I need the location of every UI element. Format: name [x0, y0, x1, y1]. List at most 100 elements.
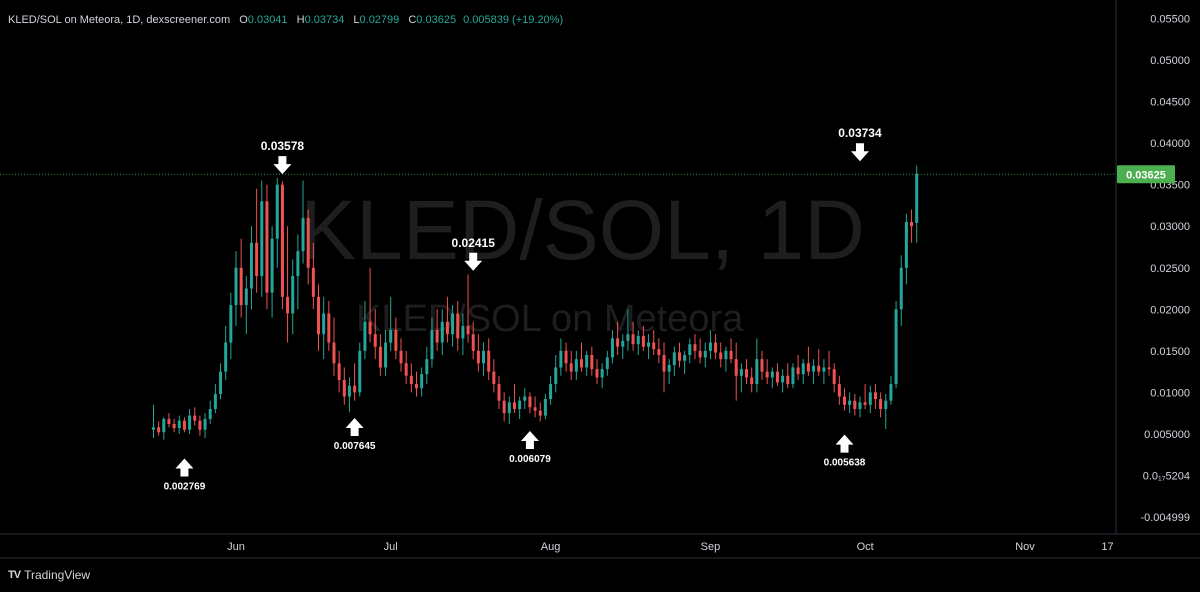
candle-body: [533, 407, 537, 411]
candle-body: [703, 350, 707, 358]
price-annotation: 0.005638: [824, 434, 866, 469]
candle-body: [889, 384, 893, 401]
price-annotation: 0.03734: [838, 126, 882, 162]
candle-body: [430, 330, 434, 360]
candle-body: [420, 374, 424, 389]
price-annotation: 0.002769: [164, 458, 206, 492]
candle-body: [182, 420, 186, 430]
candle-body: [378, 346, 382, 368]
candle-body: [151, 427, 155, 430]
candle-body: [399, 350, 403, 364]
candle-body: [641, 335, 645, 347]
candle-body: [863, 402, 867, 405]
up-arrow-icon: [835, 434, 854, 453]
symbol-label: KLED/SOL on Meteora, 1D, dexscreener.com: [8, 14, 231, 26]
candle-body: [657, 349, 661, 355]
candle-body: [435, 330, 439, 343]
tradingview-brand[interactable]: TV TradingView: [8, 568, 90, 582]
candle-body: [167, 418, 171, 424]
candle-body: [760, 359, 764, 372]
annotation-label: 0.005638: [824, 458, 866, 469]
candle-body: [621, 340, 625, 347]
candle-body: [162, 418, 166, 433]
y-tick-label: 0.01000: [1150, 387, 1190, 399]
candle-body: [775, 371, 779, 383]
candle-body: [719, 352, 723, 360]
candle-body: [337, 363, 341, 380]
candle-body: [667, 364, 671, 372]
candle-body: [172, 423, 176, 429]
candle-body: [440, 321, 444, 343]
candle-body: [280, 184, 284, 297]
candle-body: [296, 251, 300, 277]
candle-body: [662, 354, 666, 372]
candle-body: [610, 338, 614, 358]
down-arrow-icon: [464, 252, 483, 271]
candle-body: [265, 201, 269, 293]
candle-body: [734, 359, 738, 376]
candle-body: [255, 242, 259, 277]
candle-body: [507, 402, 511, 414]
candle-body: [817, 365, 821, 372]
x-tick-label: Sep: [701, 541, 721, 553]
candle-body: [806, 363, 810, 372]
candle-body: [585, 354, 589, 368]
candle-body: [482, 350, 486, 364]
candle-body: [786, 375, 790, 385]
candle-body: [781, 375, 785, 383]
y-tick-label: 0.02500: [1150, 263, 1190, 275]
candle-body: [647, 342, 651, 347]
candle-body: [445, 321, 449, 335]
annotation-label: 0.03578: [261, 139, 305, 153]
candle-body: [301, 217, 305, 252]
candle-body: [208, 408, 212, 419]
candle-body: [347, 385, 351, 397]
candle-body: [461, 325, 465, 339]
y-tick-label: 0.005000: [1144, 429, 1190, 441]
candle-body: [837, 384, 841, 397]
candle-body: [523, 396, 527, 401]
candle-body: [244, 288, 248, 306]
candle-body: [724, 350, 728, 360]
candle-body: [791, 367, 795, 385]
candle-body: [497, 384, 501, 401]
candle-body: [188, 415, 192, 430]
candle-body: [275, 184, 279, 239]
candle-body: [652, 342, 656, 350]
candle-body: [414, 384, 418, 389]
candle-body: [822, 367, 826, 372]
annotation-label: 0.007645: [334, 441, 376, 452]
candle-body: [456, 313, 460, 339]
candle-body: [564, 350, 568, 364]
candle-body: [858, 402, 862, 409]
candle-body: [812, 365, 816, 372]
candle-body: [543, 399, 547, 416]
price-annotation: 0.007645: [334, 417, 376, 452]
y-tick-label: 0.04000: [1150, 138, 1190, 150]
candle-body: [528, 396, 532, 408]
candle-body: [409, 375, 413, 385]
candle-body: [502, 400, 506, 414]
candle-body: [672, 352, 676, 365]
candle-body: [616, 338, 620, 347]
candle-body: [559, 350, 563, 368]
candle-body: [270, 238, 274, 293]
annotation-label: 0.02415: [452, 236, 496, 250]
candle-body: [476, 350, 480, 364]
up-arrow-icon: [345, 417, 364, 436]
candle-body: [879, 399, 883, 409]
y-tick-label: 0.05000: [1150, 55, 1190, 67]
candle-body: [193, 415, 197, 421]
candle-body: [595, 369, 599, 378]
low-label: L: [353, 14, 360, 26]
candle-body: [198, 420, 202, 430]
candle-body: [554, 367, 558, 385]
candle-body: [698, 350, 702, 358]
candle-body: [311, 267, 315, 297]
x-tick-label: Oct: [857, 541, 874, 553]
x-tick-label: 17: [1101, 541, 1113, 553]
annotation-label: 0.03734: [838, 126, 882, 140]
candle-body: [487, 350, 491, 372]
